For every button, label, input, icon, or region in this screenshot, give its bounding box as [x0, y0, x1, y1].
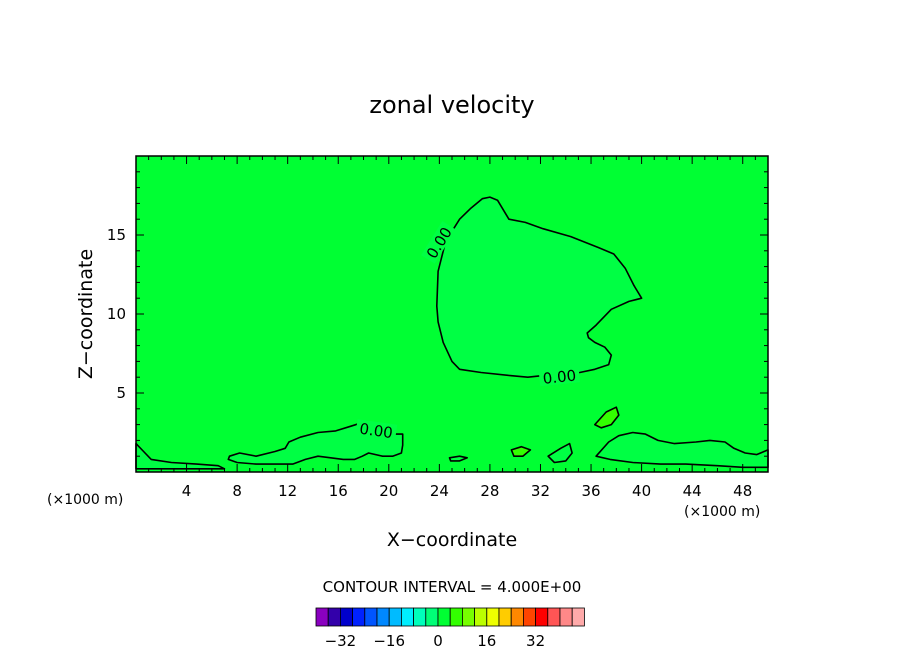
- chart-title: zonal velocity: [369, 91, 534, 119]
- colorbar-bin: [315, 607, 329, 627]
- colorbar-bin: [339, 607, 353, 627]
- x-unit-label-left: (×1000 m): [47, 492, 123, 508]
- contour-line-5: [448, 455, 468, 462]
- x-tick-label: 16: [329, 482, 348, 500]
- colorbar-bin: [571, 607, 585, 627]
- contour-interval-text: CONTOUR INTERVAL = 4.000E+00: [323, 578, 582, 596]
- contour-line-2: [595, 431, 769, 469]
- contour-line-7: [594, 406, 620, 429]
- colorbar-tick-label: 0: [433, 632, 443, 650]
- contour-line-4: [547, 442, 573, 464]
- colorbar-bin: [425, 607, 439, 627]
- x-unit-label-right: (×1000 m): [684, 504, 760, 520]
- contour-label-bg-0-1: [538, 366, 581, 387]
- contour-line-0: [436, 196, 643, 378]
- y-tick-label: 15: [107, 226, 126, 244]
- colorbar-tick-label: −32: [325, 632, 357, 650]
- x-tick-label: 36: [581, 482, 600, 500]
- x-tick-label: 4: [182, 482, 192, 500]
- colorbar-bin: [352, 607, 366, 627]
- contour-line-3: [135, 442, 226, 470]
- x-tick-label: 28: [480, 482, 499, 500]
- contour-label-0-1: 0.00: [542, 367, 577, 388]
- tick-layer: [136, 156, 768, 472]
- colorbar: −32 −16 0 16 32: [315, 607, 585, 650]
- colorbar-bin: [523, 607, 537, 627]
- colorbar-tick-label: 32: [526, 632, 545, 650]
- colorbar-tick-label: 16: [477, 632, 496, 650]
- colorbar-tick-label: −16: [373, 632, 405, 650]
- contour-label-1-0: 0.00: [358, 420, 394, 442]
- colorbar-bin: [547, 607, 561, 627]
- x-tick-label: 12: [278, 482, 297, 500]
- colorbar-bin: [413, 607, 427, 627]
- colorbar-bin: [364, 607, 378, 627]
- colorbar-bin: [376, 607, 390, 627]
- colorbar-bin: [498, 607, 512, 627]
- plot-area: 0.000.000.00: [135, 155, 769, 473]
- colorbar-bin: [510, 607, 524, 627]
- colorbar-bin: [461, 607, 475, 627]
- colorbar-bin: [474, 607, 488, 627]
- y-axis-label: Z−coordinate: [75, 249, 97, 379]
- colorbar-bin: [327, 607, 341, 627]
- x-tick-label: 20: [379, 482, 398, 500]
- x-tick-label: 8: [232, 482, 242, 500]
- x-tick-label: 32: [531, 482, 550, 500]
- colorbar-bin: [559, 607, 573, 627]
- colorbar-bin: [400, 607, 414, 627]
- colorbar-bin: [437, 607, 451, 627]
- x-tick-label: 24: [430, 482, 449, 500]
- contour-label-bg-1-0: [355, 419, 398, 441]
- x-tick-label: 40: [632, 482, 651, 500]
- y-tick-label: 5: [116, 384, 126, 402]
- x-tick-label: 44: [683, 482, 702, 500]
- colorbar-bin: [535, 607, 549, 627]
- x-tick-label: 48: [733, 482, 752, 500]
- contour-layer: 0.000.000.00: [135, 196, 769, 470]
- colorbar-bin: [388, 607, 402, 627]
- x-axis-label: X−coordinate: [387, 529, 517, 551]
- colorbar-bin: [449, 607, 463, 627]
- y-tick-label: 10: [107, 305, 126, 323]
- contour-label-bg-0-0: [421, 221, 456, 264]
- contour-line-6: [510, 445, 532, 457]
- colorbar-bin: [486, 607, 500, 627]
